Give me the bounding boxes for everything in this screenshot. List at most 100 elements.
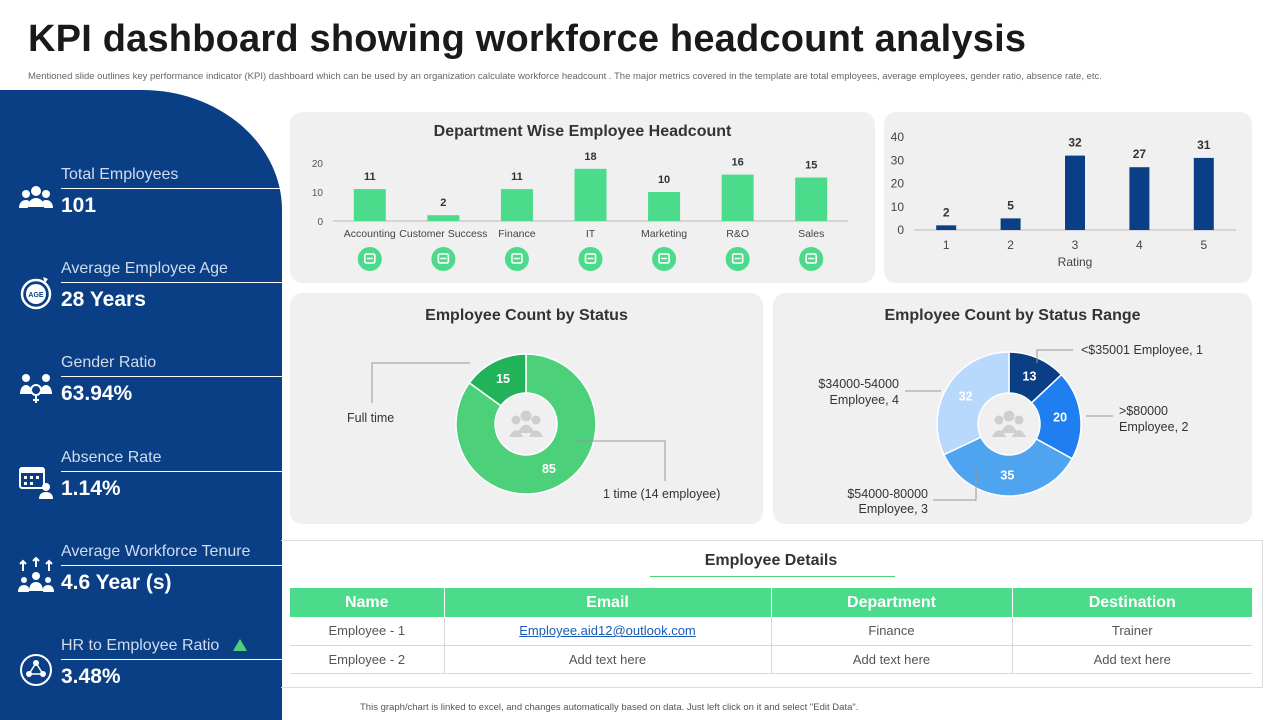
y-tick-label: 10 [891,200,905,214]
kpi-hr-ratio: HR to Employee Ratio 3.48% [0,637,282,707]
kpi-label: Average Workforce Tenure [61,543,251,560]
data-label: 35 [1000,468,1014,482]
network-icon [20,654,52,686]
bar [936,225,957,230]
data-label: 5 [1007,198,1014,212]
table-header-row: Name Email Department Destination [290,588,1252,617]
title-underline [650,576,895,577]
kpi-absence-rate: Absence Rate 1.14% [0,449,282,519]
data-label: 13 [1023,370,1037,384]
growth-team-icon [18,557,54,592]
bar [648,192,681,221]
icon-glyph [994,415,1004,425]
employee-details-table: Name Email Department Destination Employ… [290,588,1252,674]
icon-glyph [805,253,818,264]
team-icon [19,186,53,208]
x-tick-label: IT [586,228,596,240]
icon-glyph [511,253,523,264]
slice-label: $34000-54000 [818,377,899,391]
x-tick-label: 5 [1200,238,1207,252]
employee-details-title: Employee Details [704,552,838,569]
data-label: 11 [364,171,376,183]
cloud-icon [578,247,603,271]
y-tick-label: 20 [891,177,905,191]
rating-panel: 0 10 20 30 40 2 1 5 2 32 3 27 4 31 5 Rating [884,112,1252,283]
x-tick-label: Marketing [641,228,687,240]
data-label: 18 [584,151,596,163]
department-cell: Finance [771,617,1013,646]
x-tick-label: Sales [798,228,824,240]
finance-icon [504,247,529,271]
department-cell: Add text here [771,645,1013,674]
bar [1065,155,1085,230]
data-label: 2 [440,197,446,209]
kpi-divider [61,471,282,472]
donut-hole [979,394,1039,454]
table-row: Employee - 1 Employee.aid12@outlook.com … [290,617,1252,646]
kpi-value: 101 [61,194,97,217]
icon-glyph [584,253,597,264]
bar [1129,167,1150,230]
y-tick-label: 10 [312,188,324,199]
kpi-value: 4.6 Year (s) [61,571,172,594]
icon-glyph [517,424,535,433]
megaphone-icon [652,247,677,271]
data-label: 15 [496,372,510,386]
kpi-value: 28 Years [61,288,146,311]
slice-label: 1 time (14 employee) [603,487,720,501]
leader-line [1036,349,1073,363]
gender-icon [20,374,52,403]
bar [574,168,607,221]
page-title: KPI dashboard showing workforce headcoun… [28,18,1027,60]
kpi-divider [61,282,282,283]
kpi-average-age: AGE Average Employee Age 28 Years [0,260,282,330]
leader-line [575,440,666,481]
status-range-panel: Employee Count by Status Range 13 20 35 32 <… [773,293,1252,524]
svg-text:AGE: AGE [28,292,44,299]
dept-headcount-chart: 0 10 20 11 Accounting 2 Customer Success 11 Fina… [312,151,848,271]
column-header: Name [290,588,445,617]
leader-line [933,468,977,501]
bar [353,189,386,221]
y-tick-label: 40 [891,130,905,144]
icon-glyph [363,253,376,264]
page-subtitle: Mentioned slide outlines key performance… [28,71,1102,82]
column-header: Email [444,588,772,617]
y-tick-label: 20 [312,159,324,170]
kpi-value: 3.48% [61,665,121,688]
kpi-divider [61,565,282,566]
status-panel: Employee Count by Status 85 15 Full time 1 … [290,293,763,524]
bar [795,177,828,221]
employee-details-frame [281,540,1263,688]
icon-glyph [1014,415,1024,425]
data-label: 32 [1068,136,1082,150]
y-tick-label: 0 [317,217,323,228]
pie-slice [455,353,597,495]
age-badge-icon: AGE [20,277,52,310]
kpi-label: Absence Rate [61,449,162,466]
bar [427,215,460,221]
chart-title: Employee Count by Status [425,307,628,324]
icon-glyph [1003,410,1015,422]
x-tick-label: 1 [943,238,950,252]
icon-glyph [531,415,541,425]
pie-slice [936,351,1010,456]
kpi-workforce-tenure: Average Workforce Tenure 4.6 Year (s) [0,543,282,613]
data-label: 11 [511,171,523,183]
name-cell: Employee - 1 [290,617,445,646]
data-label: 10 [658,174,670,186]
email-link[interactable]: Employee.aid12@outlook.com [519,623,696,639]
rating-chart: 0 10 20 30 40 2 1 5 2 32 3 27 4 31 5 Rating [891,130,1236,269]
kpi-value: 63.94% [61,382,133,405]
pie-slice [468,353,527,407]
research-icon [725,247,750,271]
data-label: 16 [732,157,744,169]
calculator-icon [357,247,382,271]
icon-glyph [511,415,521,425]
status-range-donut-chart: 13 20 35 32 <$35001 Employee, 1 >$80000 Employ… [818,343,1203,516]
data-label: 85 [542,462,556,476]
kpi-total-employees: Total Employees 101 [0,166,282,236]
bar [500,189,533,221]
slice-label: $54000-80000 [847,487,928,501]
x-tick-label: 3 [1072,238,1079,252]
